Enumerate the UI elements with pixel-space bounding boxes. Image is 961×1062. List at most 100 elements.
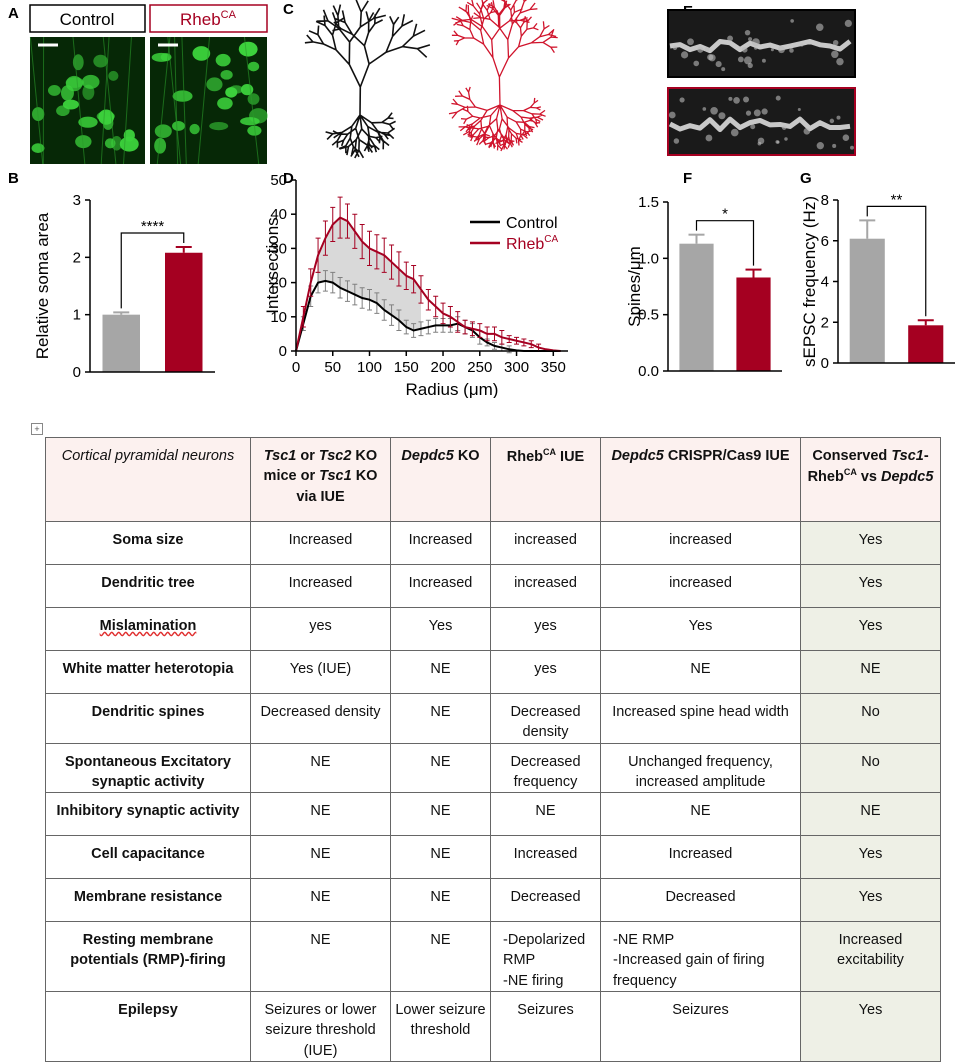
table-cell: NE — [251, 793, 391, 836]
table-cell: Yes — [801, 522, 941, 565]
table-cell: NE — [251, 836, 391, 879]
cell-body — [56, 105, 70, 116]
y-tick-label: 0 — [821, 355, 829, 372]
neuron-tracing — [449, 0, 558, 151]
spine — [758, 142, 762, 146]
cell-text: No — [861, 754, 880, 770]
cell-text: NE — [690, 803, 710, 819]
x-tick-label: 50 — [324, 359, 341, 376]
cell-text: yes — [309, 618, 332, 634]
cell-text: NE — [430, 803, 450, 819]
cell-text: -Depolarized RMP -NE firing — [503, 932, 585, 989]
table-cell: Inhibitory synaptic activity — [46, 793, 251, 836]
table-cell: Yes — [601, 608, 801, 651]
cell-text: Mislamination — [100, 618, 197, 634]
significance-label: ** — [891, 191, 903, 208]
table-cell: Decreased frequency — [491, 743, 601, 793]
table-cell: NE — [491, 793, 601, 836]
table-cell: Unchanged frequency, increased amplitude — [601, 743, 801, 793]
header-cell: Depdc5 CRISPR/Cas9 IUE — [601, 438, 801, 522]
table-cell: Yes (IUE) — [251, 651, 391, 694]
table-cell: yes — [251, 608, 391, 651]
cell-text: NE — [310, 754, 330, 770]
rheb-text: Rheb — [180, 10, 221, 29]
cell-text: NE — [535, 803, 555, 819]
cell-body — [248, 62, 259, 72]
cell-text: Increased excitability — [837, 932, 904, 968]
cell-text: yes — [534, 661, 557, 677]
header-text: CA — [844, 467, 857, 477]
table-cell: yes — [491, 651, 601, 694]
header-cell: Depdc5 KO — [391, 438, 491, 522]
cell-text: Seizures — [672, 1002, 728, 1018]
table-row: Epilepsy Seizures or lower seizure thresh… — [46, 992, 941, 1062]
table-cell: NE — [801, 793, 941, 836]
bar — [679, 244, 713, 371]
cell-body — [120, 137, 139, 152]
panel-label: F — [683, 170, 692, 187]
spine — [761, 108, 767, 114]
cell-body — [66, 76, 83, 91]
x-tick-label: 200 — [431, 359, 456, 376]
table-cell: Increased — [601, 836, 801, 879]
cell-body — [189, 124, 199, 134]
spine — [817, 142, 824, 149]
x-tick-label: 0 — [292, 359, 300, 376]
spine — [754, 47, 757, 50]
y-axis-label: Spines/μm — [625, 246, 644, 327]
spine — [706, 135, 713, 142]
table-cell: Increased — [391, 565, 491, 608]
table-cell: NE — [801, 651, 941, 694]
significance-label: * — [722, 206, 728, 223]
table-cell: Dendritic spines — [46, 694, 251, 744]
cell-text: increased — [669, 575, 732, 591]
table-cell: Increased — [491, 836, 601, 879]
legend-sup: CA — [544, 234, 558, 245]
legend-label: RhebCA — [506, 234, 558, 253]
table-cell: Cell capacitance — [46, 836, 251, 879]
cell-text: Seizures or lower seizure threshold (IUE… — [264, 1002, 376, 1059]
cell-body — [32, 143, 45, 153]
panel-label: C — [283, 1, 294, 18]
spine — [687, 38, 694, 45]
spine — [776, 96, 781, 101]
table-cell: NE — [601, 651, 801, 694]
cell-body — [206, 77, 222, 91]
cell-body — [229, 85, 243, 93]
cell-text: Increased — [409, 575, 473, 591]
cell-text: Epilepsy — [118, 1002, 178, 1018]
cell-text: Increased — [669, 846, 733, 862]
header-text: Depdc5 — [881, 469, 933, 485]
spine — [681, 51, 688, 58]
cell-body — [155, 124, 172, 138]
table-cell: Increased — [391, 522, 491, 565]
header-text: Tsc1 — [319, 468, 352, 484]
table-cell: Increased spine head width — [601, 694, 801, 744]
spine — [831, 51, 838, 58]
cell-body — [240, 117, 260, 125]
cell-text: NE — [430, 704, 450, 720]
cell-text: Seizures — [517, 1002, 573, 1018]
header-text: or — [296, 448, 319, 464]
x-tick-label: 300 — [504, 359, 529, 376]
cell-text: Decreased density — [260, 704, 380, 720]
cell-text: NE — [430, 754, 450, 770]
table-cell: Lower seizure threshold — [391, 992, 491, 1062]
table-cell: Seizures — [601, 992, 801, 1062]
spine — [697, 47, 703, 53]
spine — [850, 146, 854, 150]
cell-text: NE — [310, 846, 330, 862]
header-cell: Cortical pyramidal neurons — [46, 438, 251, 522]
table-cell: increased — [601, 565, 801, 608]
table-cell: Yes — [801, 879, 941, 922]
legend-label: Control — [506, 215, 558, 232]
cell-body — [108, 71, 118, 81]
table-cell: Spontaneous Excitatory synaptic activity — [46, 743, 251, 793]
spine — [693, 61, 699, 67]
bar — [736, 277, 770, 371]
